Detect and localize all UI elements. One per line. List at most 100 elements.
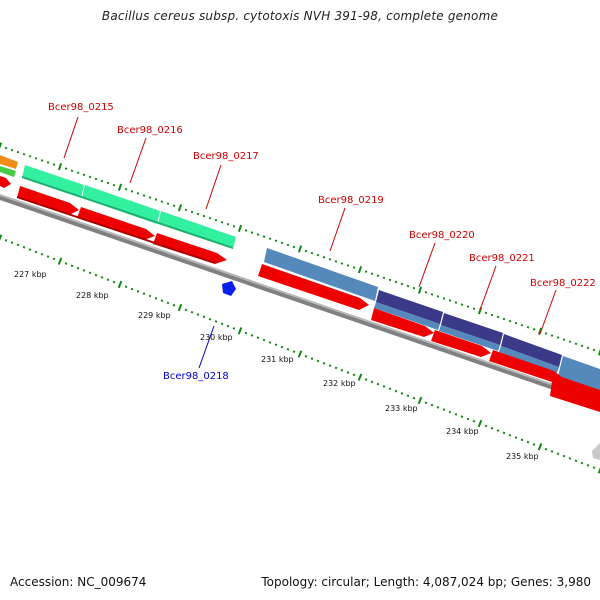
minor-tick — [334, 260, 338, 263]
minor-tick — [484, 311, 488, 315]
minor-tick — [124, 187, 128, 191]
minor-tick — [22, 152, 26, 156]
minor-tick — [568, 340, 572, 343]
minor-tick — [526, 325, 530, 329]
kbp-label: 227 kbp — [14, 270, 47, 279]
gene-block — [22, 165, 84, 198]
minor-tick — [508, 433, 512, 437]
minor-tick — [76, 266, 80, 270]
major-tick — [597, 467, 600, 474]
minor-tick — [16, 243, 20, 247]
kbp-label: 233 kbp — [385, 404, 418, 413]
minor-tick — [112, 183, 116, 187]
minor-tick — [406, 284, 410, 288]
minor-tick — [148, 294, 152, 298]
minor-tick — [436, 295, 440, 298]
label-leaders — [63, 116, 557, 369]
minor-tick — [88, 175, 92, 179]
minor-tick — [568, 457, 572, 460]
minor-tick — [274, 239, 278, 243]
cds-arrow — [489, 350, 563, 382]
minor-tick — [532, 443, 536, 446]
gene-label: Bcer98_0220 — [409, 230, 475, 241]
gene-block — [499, 346, 559, 373]
leader-line — [198, 325, 215, 369]
gene-block — [376, 290, 443, 324]
minor-tick — [220, 220, 224, 224]
major-tick — [537, 443, 543, 451]
genome-backbone-highlight — [0, 194, 600, 402]
map-title: Bacillus cereus subsp. cytotoxis NVH 391… — [101, 9, 499, 23]
gene-block-green-edge — [0, 166, 16, 177]
minor-tick — [574, 342, 578, 346]
minor-tick — [190, 210, 194, 214]
minor-tick — [430, 403, 434, 407]
minor-tick — [550, 450, 554, 453]
major-tick — [57, 257, 63, 265]
gene-block — [82, 185, 160, 224]
gene-block-gray-edge — [592, 443, 600, 460]
minor-tick — [286, 348, 290, 351]
gene-block — [501, 334, 562, 367]
major-tick — [537, 327, 543, 336]
minor-tick — [442, 408, 446, 411]
major-tick — [0, 234, 3, 241]
minor-tick — [442, 297, 446, 300]
inner-tick-track — [0, 234, 600, 474]
minor-tick — [370, 272, 374, 276]
minor-tick — [310, 251, 314, 255]
minor-tick — [94, 177, 98, 181]
minor-tick — [316, 359, 320, 363]
minor-tick — [544, 332, 548, 335]
minor-tick — [376, 274, 380, 278]
minor-tick — [244, 331, 248, 335]
minor-tick — [562, 454, 566, 458]
minor-tick — [154, 198, 158, 201]
leader-line — [63, 116, 79, 159]
minor-tick — [484, 424, 488, 428]
kbp-label: 232 kbp — [323, 379, 356, 388]
minor-tick — [28, 155, 32, 158]
minor-tick — [130, 287, 134, 291]
leader-line — [205, 164, 222, 210]
minor-tick — [160, 299, 164, 302]
gene-label: Bcer98_0219 — [318, 195, 384, 206]
leader-line — [329, 207, 346, 252]
minor-tick — [346, 371, 350, 374]
minor-tick — [592, 466, 596, 469]
gene-block — [558, 356, 600, 391]
minor-tick — [268, 237, 272, 240]
minor-tick — [286, 243, 290, 247]
minor-tick — [202, 315, 206, 319]
major-tick — [237, 327, 243, 335]
minor-tick — [496, 315, 500, 319]
minor-tick — [508, 319, 512, 323]
minor-tick — [70, 264, 74, 268]
minor-tick — [268, 341, 272, 344]
gene-block — [158, 211, 236, 249]
major-tick — [0, 142, 3, 150]
minor-tick — [388, 278, 392, 282]
minor-tick — [346, 264, 350, 267]
minor-tick — [412, 396, 416, 400]
minor-tick — [466, 417, 470, 421]
minor-tick — [82, 269, 86, 272]
minor-tick — [448, 410, 452, 414]
minor-tick — [226, 222, 230, 226]
minor-tick — [16, 150, 20, 154]
cds-arrow — [371, 308, 434, 337]
minor-tick — [10, 148, 14, 152]
minor-tick — [214, 218, 218, 222]
minor-tick — [496, 429, 500, 432]
leader-line — [539, 289, 557, 335]
gene-block — [441, 313, 503, 345]
minor-tick — [196, 313, 200, 316]
major-tick — [357, 265, 363, 274]
minor-tick — [394, 389, 398, 393]
minor-tick — [148, 196, 152, 199]
minor-tick — [544, 447, 548, 451]
gene-block-shade — [22, 176, 233, 249]
minor-tick — [262, 338, 266, 342]
minor-tick — [394, 280, 398, 284]
major-tick — [297, 350, 303, 358]
